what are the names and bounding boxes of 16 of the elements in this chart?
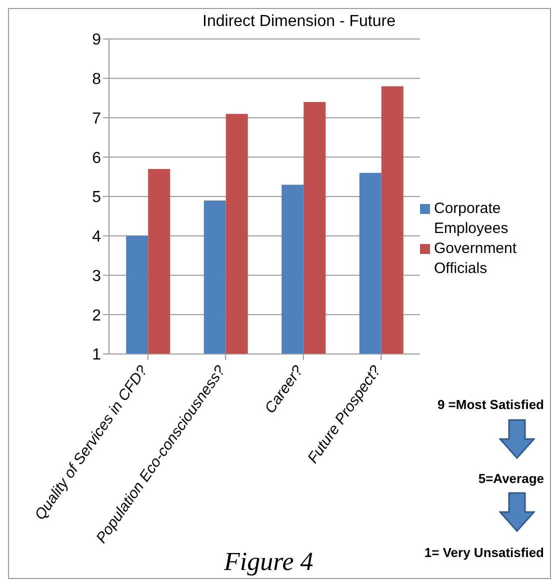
y-tick-label: 1 [92, 346, 102, 364]
y-tick-label: 7 [92, 110, 102, 128]
text: 5=Average [478, 471, 544, 486]
legend-label: Government Officials [434, 239, 518, 279]
caption: Figure 4 [224, 547, 314, 577]
y-tick-label: 8 [92, 71, 102, 88]
y-tick-label: 6 [92, 150, 102, 167]
chart-title: Indirect Dimension - Future [202, 13, 396, 31]
y-tick-label: 9 [92, 32, 102, 49]
y-tick-label: 5 [92, 189, 102, 206]
y-tick-label: 3 [92, 268, 102, 285]
y-tick-label: 4 [92, 228, 102, 246]
legend-label: Corporate Employees [434, 199, 510, 239]
text: 9 =Most Satisfied [437, 397, 544, 412]
y-tick-label: 2 [92, 307, 102, 324]
text: 1= Very Unsatisfied [424, 545, 544, 560]
